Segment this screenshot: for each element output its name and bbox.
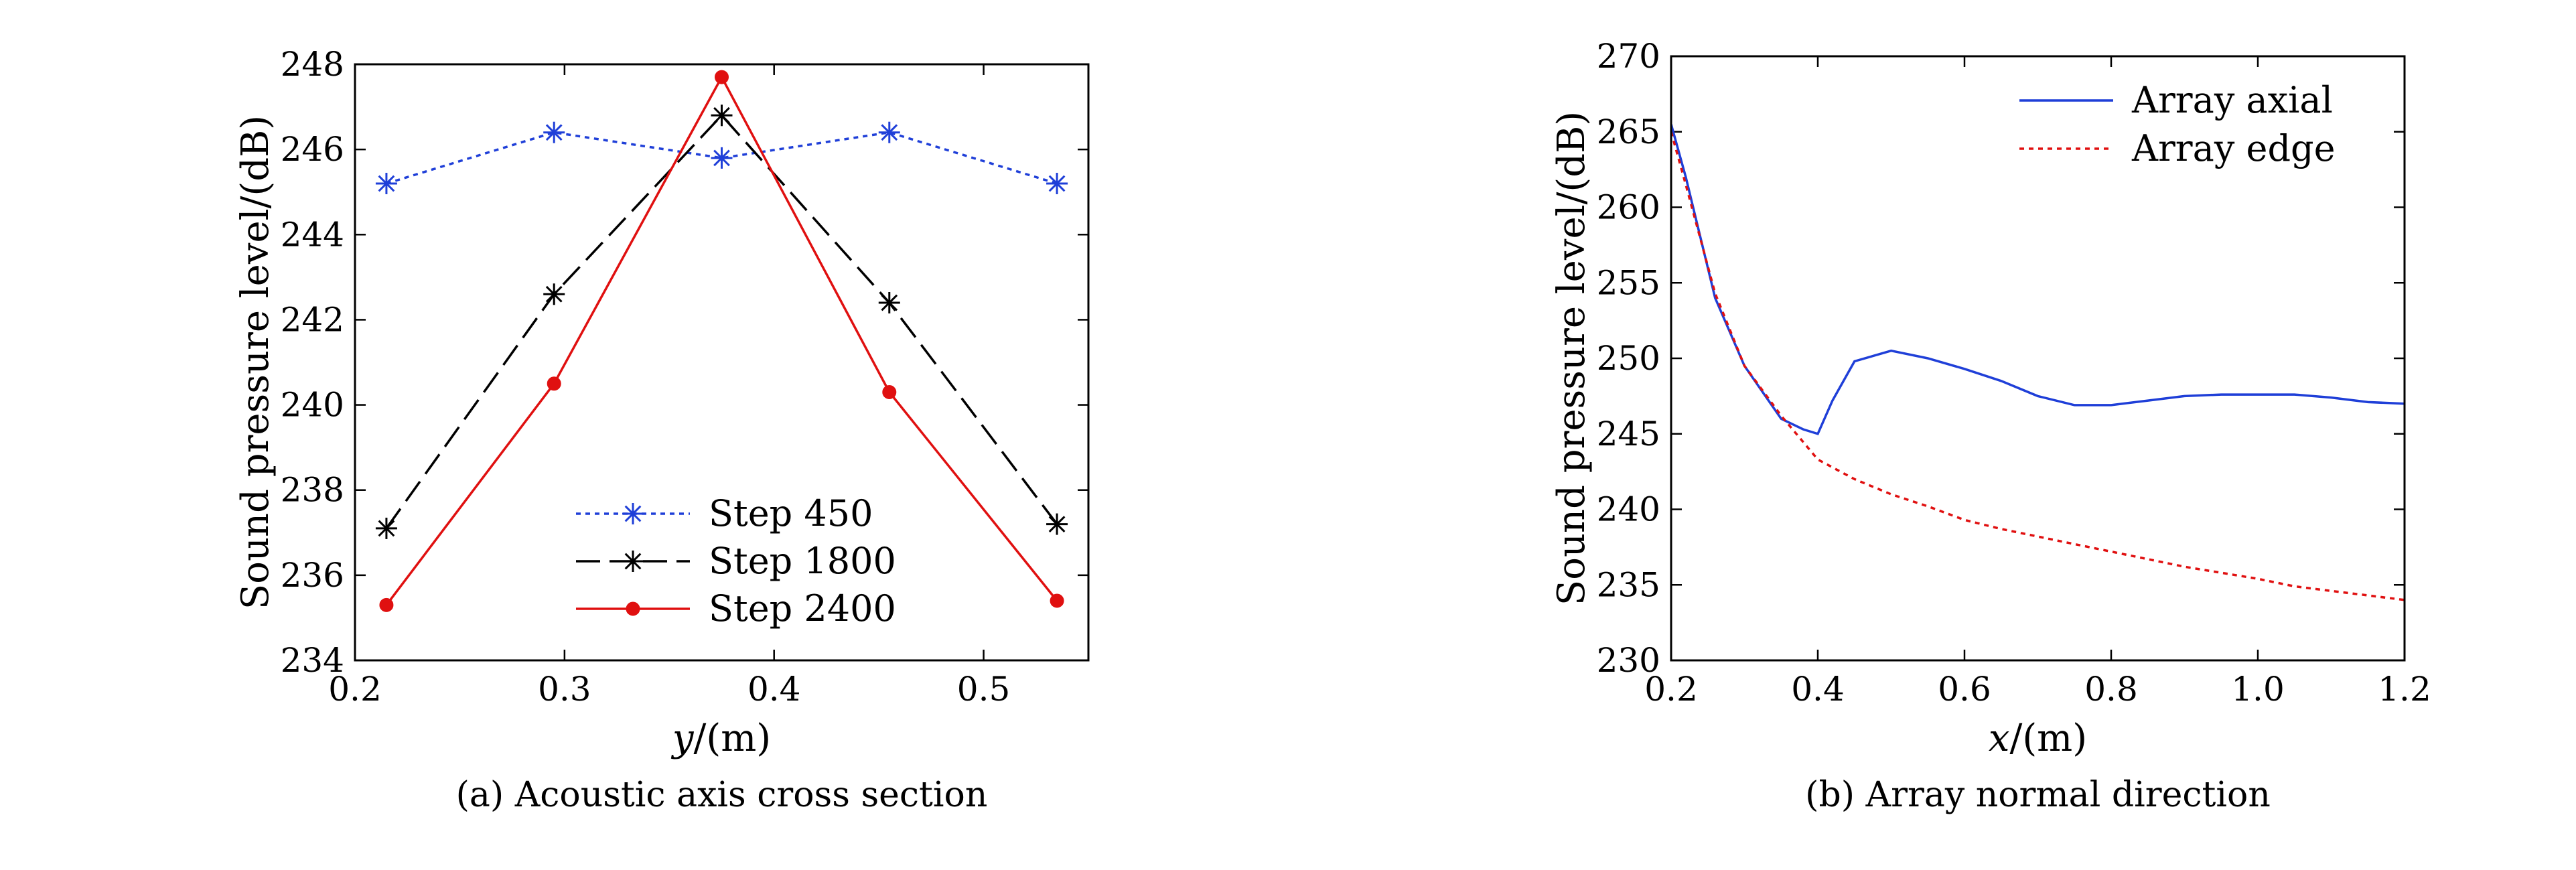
y-tick-label: 246 [281, 130, 344, 169]
data-point-0-4-stroke [1048, 175, 1066, 192]
y-tick-label: 260 [1597, 188, 1660, 227]
data-point-2-0 [379, 597, 394, 612]
x-axis-variable: x [1989, 717, 2010, 760]
data-point-0-3 [878, 121, 900, 143]
panel-caption: (b) Array normal direction [1805, 775, 2271, 815]
panel-a: 234 236 238 240 242 244 246 248 0.2 0.3 0.4 0.5 Soun… [234, 45, 1090, 815]
data-point-2-1 [547, 376, 561, 391]
legend-label-1: Step 1800 [709, 540, 896, 582]
legend-label-1: Array edge [2131, 127, 2336, 169]
panel-b: 230 235 240 245 250 255 260 265 270 0.2 0.4 0.6 0.8 1… [1550, 37, 2431, 815]
series-line-0 [386, 131, 1058, 185]
y-tick-label: 240 [1597, 490, 1660, 529]
data-point-1-2-stroke [713, 106, 730, 124]
x-tick-label: 0.3 [538, 670, 591, 709]
x-tick-label: 0.8 [2084, 670, 2138, 709]
y-tick-label: 248 [281, 45, 344, 84]
x-tick-label: 0.6 [1938, 670, 1991, 709]
x-axis-label: x/(m) [1989, 717, 2087, 760]
data-point-1-2 [711, 104, 733, 127]
legend: Step 450 Step 1800 Step 2400 [576, 492, 896, 630]
y-tick-label: 250 [1597, 339, 1660, 378]
x-tick-label: 0.2 [328, 670, 382, 709]
x-tick-label: 0.4 [1791, 670, 1845, 709]
y-tick-label: 230 [1597, 641, 1660, 680]
data-point-2-2 [715, 70, 729, 84]
series-line-1 [1671, 131, 2405, 601]
y-tick-label: 245 [1597, 415, 1660, 453]
data-point-0-3-stroke [881, 124, 898, 141]
data-point-1-3-stroke [881, 294, 898, 311]
series-line-1 [385, 113, 1058, 529]
x-tick-label: 1.0 [2231, 670, 2285, 709]
data-point-0-1-stroke [545, 124, 563, 141]
legend-label-0: Array axial [2131, 79, 2333, 121]
axes-frame [1670, 55, 2406, 662]
legend-label-2: Step 2400 [709, 587, 896, 630]
data-point-1-0-stroke [378, 520, 395, 537]
legend-marker-2 [626, 601, 640, 616]
x-tick-label: 0.2 [1644, 670, 1698, 709]
x-axis-label: y/(m) [670, 717, 771, 760]
legend-marker-0-stroke [624, 505, 642, 522]
data-point-0-2 [711, 147, 733, 169]
axes-frame [354, 63, 1090, 662]
y-tick-label: 238 [281, 471, 344, 510]
legend-label-0: Step 450 [709, 492, 873, 534]
data-point-1-3 [878, 292, 900, 313]
data-point-2-3 [882, 385, 897, 399]
x-tick-label: 1.2 [2378, 670, 2431, 709]
legend: Array axial Array edge [2019, 79, 2336, 169]
data-point-2-4 [1050, 593, 1064, 608]
y-tick-label: 244 [281, 215, 344, 254]
y-tick-label: 242 [281, 300, 344, 339]
data-point-1-1-stroke [545, 285, 563, 303]
y-tick-label: 240 [281, 386, 344, 425]
y-axis-label: Sound pressure level/(dB) [234, 115, 277, 609]
data-point-0-4 [1046, 173, 1068, 194]
data-point-1-1 [543, 283, 565, 305]
y-tick-label: 270 [1597, 37, 1660, 76]
data-point-0-0-stroke [378, 175, 395, 192]
y-tick-label: 234 [281, 641, 344, 680]
y-tick-label: 235 [1597, 565, 1660, 604]
x-axis-unit: /(m) [2009, 717, 2087, 760]
series-line-0 [1671, 124, 2405, 435]
data-point-0-2-stroke [713, 149, 730, 167]
x-axis-variable: y [670, 717, 695, 760]
y-tick-label: 265 [1597, 113, 1660, 151]
y-axis-label: Sound pressure level/(dB) [1550, 111, 1593, 605]
x-axis-unit: /(m) [693, 717, 771, 760]
legend-marker-1 [622, 551, 644, 572]
data-point-0-1 [543, 121, 565, 143]
data-point-1-0 [375, 517, 397, 539]
y-tick-label: 255 [1597, 263, 1660, 302]
legend-marker-1-stroke [624, 553, 642, 570]
data-point-1-4 [1046, 513, 1068, 535]
data-point-1-4-stroke [1048, 516, 1066, 532]
x-tick-label: 0.4 [747, 670, 801, 709]
data-point-0-0 [375, 173, 397, 194]
legend-marker-0 [622, 503, 644, 524]
y-tick-label: 236 [281, 556, 344, 595]
panel-caption: (a) Acoustic axis cross section [456, 775, 988, 815]
x-tick-label: 0.5 [957, 670, 1011, 709]
